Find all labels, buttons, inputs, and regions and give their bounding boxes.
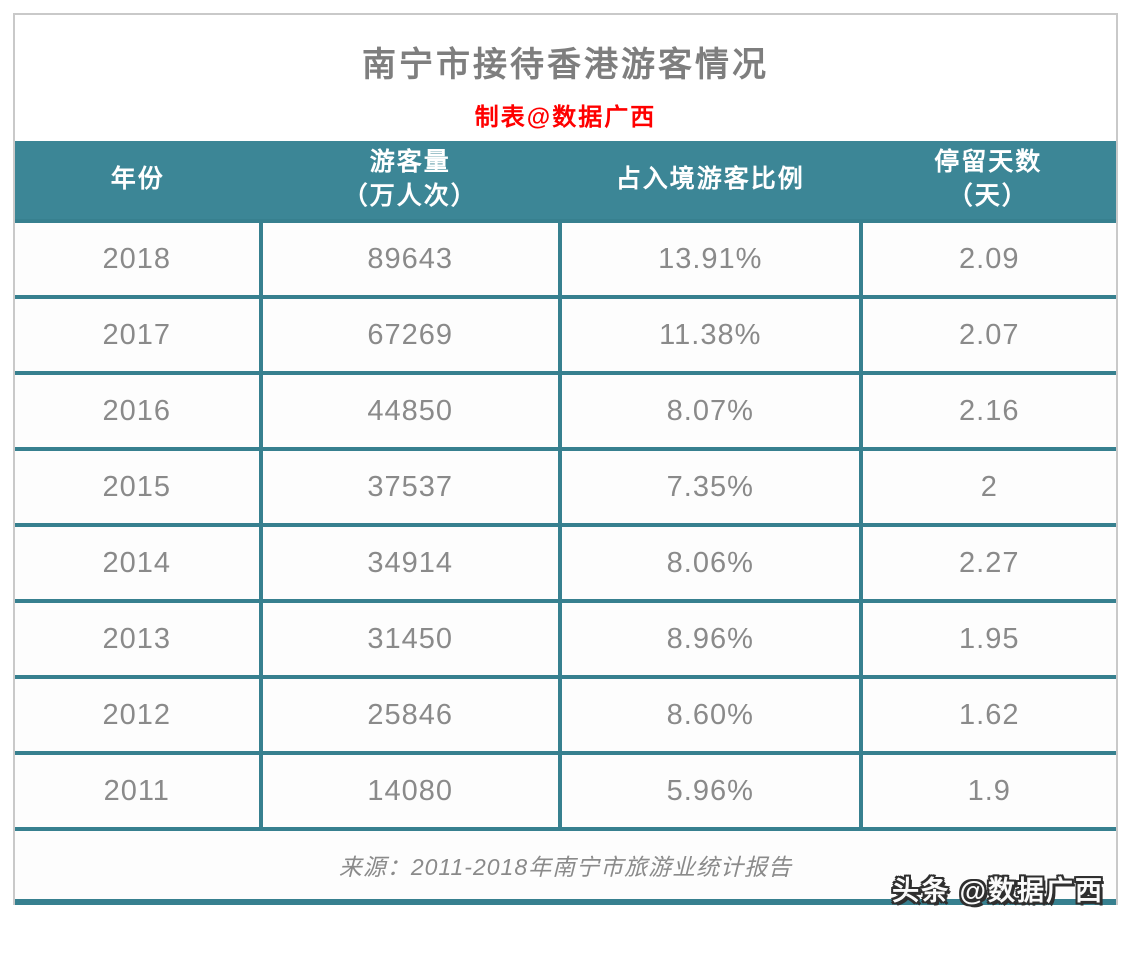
table-row: 2012 25846 8.60% 1.62 bbox=[15, 675, 1116, 755]
column-header-sublabel: （万人次） bbox=[342, 182, 478, 210]
table-row: 2013 31450 8.96% 1.95 bbox=[15, 599, 1116, 679]
table-cell: 2.09 bbox=[858, 219, 1116, 299]
table-cell: 2 bbox=[858, 447, 1116, 527]
table-cell: 89643 bbox=[258, 219, 562, 299]
infographic-board: 南宁市接待香港游客情况 制表@数据广西 年份 游客量 （万人次） 占入境游客比例 bbox=[13, 13, 1118, 906]
table-cell: 31450 bbox=[258, 599, 562, 679]
table-cell: 1.95 bbox=[858, 599, 1116, 679]
table-row: 2016 44850 8.07% 2.16 bbox=[15, 371, 1116, 451]
table-cell: 13.91% bbox=[557, 219, 863, 299]
source-note: 来源：2011-2018年南宁市旅游业统计报告 bbox=[15, 827, 1116, 905]
column-header-label: 游客量 bbox=[369, 148, 451, 177]
table-cell: 2013 bbox=[15, 599, 263, 679]
table-cell: 2015 bbox=[15, 447, 263, 527]
table-row: 2018 89643 13.91% 2.09 bbox=[15, 219, 1116, 299]
table-cell: 8.07% bbox=[557, 371, 863, 451]
table-cell: 14080 bbox=[258, 751, 562, 831]
table-cell: 7.35% bbox=[557, 447, 863, 527]
table-row: 2015 37537 7.35% 2 bbox=[15, 447, 1116, 527]
table-cell: 37537 bbox=[258, 447, 562, 527]
column-header-visitors: 游客量 （万人次） bbox=[260, 141, 560, 221]
column-header-label: 年份 bbox=[110, 165, 165, 194]
page-subtitle: 制表@数据广西 bbox=[474, 104, 657, 131]
table-cell: 2011 bbox=[15, 751, 263, 831]
table-cell: 2.16 bbox=[858, 371, 1116, 451]
table-cell: 2014 bbox=[15, 523, 263, 603]
table-cell: 2.07 bbox=[858, 295, 1116, 375]
column-header-sublabel: （天） bbox=[947, 182, 1029, 210]
table-cell: 25846 bbox=[258, 675, 562, 755]
watermark: 头条 @数据广西 bbox=[892, 876, 1104, 906]
column-header-year: 年份 bbox=[15, 141, 261, 221]
table-cell: 34914 bbox=[258, 523, 562, 603]
column-header-label: 停留天数 bbox=[934, 148, 1043, 177]
table-cell: 2016 bbox=[15, 371, 263, 451]
table-cell: 2018 bbox=[15, 219, 263, 299]
table-row: 2017 67269 11.38% 2.07 bbox=[15, 295, 1116, 375]
column-header-stay-days: 停留天数 （天） bbox=[860, 141, 1116, 221]
table-header-row: 年份 游客量 （万人次） 占入境游客比例 停留天数 （天） bbox=[15, 141, 1116, 221]
table-cell: 8.96% bbox=[557, 599, 863, 679]
table-cell: 5.96% bbox=[557, 751, 863, 831]
table-cell: 2.27 bbox=[858, 523, 1116, 603]
page-title: 南宁市接待香港游客情况 bbox=[362, 46, 769, 84]
table-cell: 8.06% bbox=[557, 523, 863, 603]
table-cell: 2017 bbox=[15, 295, 263, 375]
table-cell: 8.60% bbox=[557, 675, 863, 755]
table-cell: 44850 bbox=[258, 371, 562, 451]
table-row: 2014 34914 8.06% 2.27 bbox=[15, 523, 1116, 603]
table-body: 2018 89643 13.91% 2.09 2017 67269 11.38% 2.07 20… bbox=[15, 219, 1116, 831]
table-row: 2011 14080 5.96% 1.9 bbox=[15, 751, 1116, 831]
table-footer-row: 来源：2011-2018年南宁市旅游业统计报告 bbox=[15, 827, 1116, 905]
data-table: 年份 游客量 （万人次） 占入境游客比例 停留天数 （天） 2018 89643 1… bbox=[15, 141, 1116, 905]
title-area: 南宁市接待香港游客情况 制表@数据广西 bbox=[15, 15, 1116, 141]
table-cell: 2012 bbox=[15, 675, 263, 755]
column-header-label: 占入境游客比例 bbox=[615, 165, 805, 194]
table-cell: 11.38% bbox=[557, 295, 863, 375]
table-cell: 67269 bbox=[258, 295, 562, 375]
column-header-share: 占入境游客比例 bbox=[559, 141, 861, 221]
table-cell: 1.9 bbox=[858, 751, 1116, 831]
table-cell: 1.62 bbox=[858, 675, 1116, 755]
